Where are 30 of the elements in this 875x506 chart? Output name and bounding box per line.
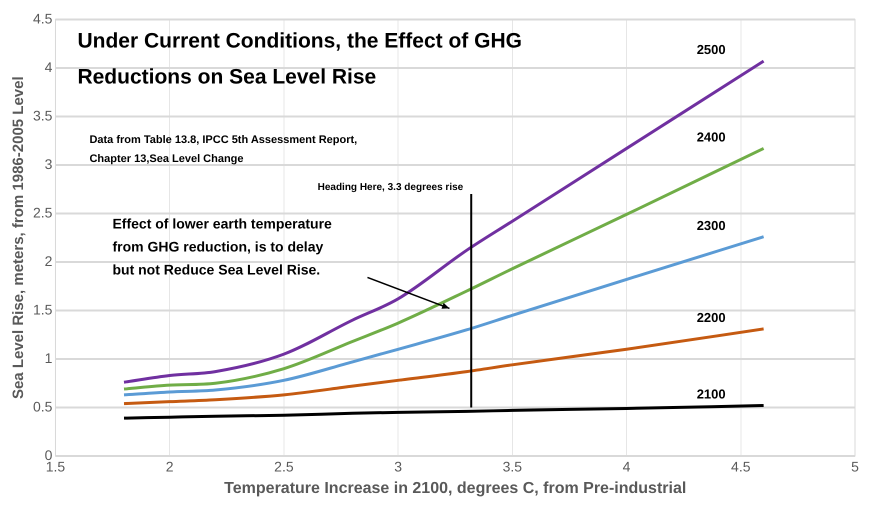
y-tick-label: 0.5 (32, 398, 53, 414)
y-tick-label: 3.5 (32, 107, 53, 124)
x-tick-label: 2.5 (274, 458, 294, 474)
series-label: 2200 (696, 310, 726, 325)
y-tick-label: 2.5 (32, 204, 53, 220)
annotation: Effect of lower earth temperature from GHG reduction, is to delay but not Reduce Sea Level Rise. (112, 215, 332, 278)
x-tick-label: 4 (622, 458, 631, 474)
y-axis-title: Sea Level Rise, meters, from 1986-2005 Level (10, 76, 28, 400)
annotation: Data from Table 13.8, IPCC 5th Assessment Report, Chapter 13,Sea Level Change (89, 134, 358, 165)
x-tick-label: 3.5 (502, 458, 522, 474)
series-label: 2500 (696, 42, 726, 58)
y-tick-label: 1 (44, 350, 53, 366)
y-tick-label: 0 (44, 446, 53, 463)
y-tick-label: 2 (44, 252, 53, 269)
x-tick-label: 3 (394, 458, 402, 474)
ref-line-label: Heading Here, 3.3 degrees rise (318, 182, 464, 193)
series-label: 2300 (696, 218, 726, 233)
y-tick-label: 4 (44, 58, 53, 75)
y-tick-label: 3 (44, 156, 53, 172)
line-series (122, 327, 766, 406)
series-label: 2400 (696, 130, 726, 145)
y-tick-label: 1.5 (32, 301, 53, 318)
line-series (122, 404, 766, 420)
y-tick-label: 4.5 (32, 10, 53, 26)
x-axis-title: Temperature Increase in 2100, degrees C, from Pre-industrial (224, 480, 686, 497)
series-label: 2100 (696, 386, 726, 402)
text: Under Current Conditions, the Effect of GHG Reductions on Sea Level Rise (77, 30, 522, 89)
x-tick-label: 5 (851, 458, 860, 474)
x-tick-label: 2 (166, 458, 174, 474)
x-tick-label: 4.5 (731, 458, 751, 474)
